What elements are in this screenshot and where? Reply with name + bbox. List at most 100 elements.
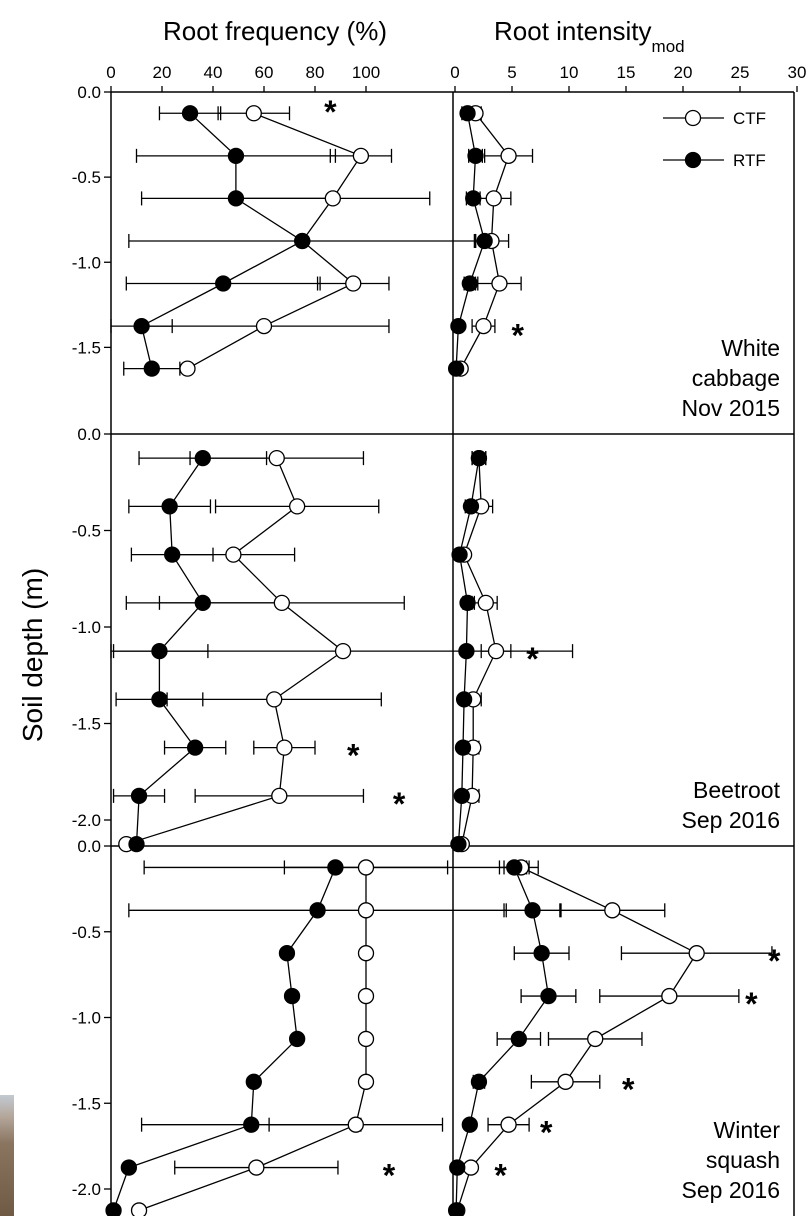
data-point-rtf (465, 190, 482, 207)
legend-marker (684, 109, 702, 127)
data-point-ctf (500, 147, 517, 164)
data-point-rtf (105, 1202, 122, 1216)
significance-star: * (526, 641, 539, 677)
y-tick-label: -1.0 (72, 618, 101, 637)
data-point-rtf (455, 691, 473, 708)
x-tick-label: 30 (788, 63, 807, 82)
significance-star: * (324, 94, 337, 130)
panel-label-line: Sep 2016 (682, 807, 780, 833)
y-tick-label: -2.0 (72, 811, 101, 830)
panel-label-line: squash (706, 1147, 780, 1173)
data-point-rtf (449, 1159, 466, 1176)
y-tick-label: -2.0 (72, 1180, 101, 1199)
panel-label-line: White (721, 335, 780, 361)
data-point-ctf (487, 642, 505, 660)
significance-star: * (540, 1115, 553, 1151)
panel-0 (104, 91, 477, 377)
data-point-ctf (352, 147, 370, 164)
data-point-ctf (273, 594, 291, 612)
x-tick-label: 20 (674, 63, 693, 82)
data-point-rtf (461, 275, 478, 292)
data-point-ctf (491, 275, 508, 292)
data-point-ctf (130, 1202, 148, 1216)
y-tick-label: -1.5 (72, 338, 101, 357)
data-point-ctf (347, 1116, 364, 1133)
data-point-rtf (133, 317, 150, 335)
data-point-rtf (540, 987, 557, 1005)
data-point-rtf (447, 1202, 465, 1216)
panel-label-line: Beetroot (693, 777, 781, 803)
column-title-root-intensity: Root intensitymod (494, 16, 685, 56)
data-point-ctf (179, 360, 196, 377)
data-point-rtf (327, 859, 344, 876)
data-point-rtf (470, 1073, 488, 1090)
y-tick-label: -1.5 (72, 1094, 101, 1113)
data-point-ctf (587, 1030, 604, 1048)
data-point-ctf (334, 642, 352, 660)
data-point-rtf (533, 945, 550, 962)
panel-2 (104, 433, 574, 853)
data-point-rtf (447, 360, 465, 377)
y-tick-label: -0.5 (72, 522, 101, 541)
data-point-rtf (227, 190, 245, 207)
data-point-rtf (506, 859, 523, 876)
x-tick-label: 5 (507, 63, 516, 82)
data-point-rtf (130, 787, 148, 805)
data-point-rtf (161, 498, 178, 515)
text-layer: Root frequency (%) Root intensitymod 0 20 40… (17, 16, 806, 1203)
y-tick-label: 0.0 (77, 83, 101, 102)
significance-star: * (494, 1157, 507, 1193)
data-point-rtf (245, 1073, 262, 1090)
photo-thumbnail (0, 1095, 14, 1216)
data-point-ctf (245, 105, 262, 122)
x-tick-label: 60 (255, 63, 274, 82)
data-point-ctf (475, 317, 492, 335)
y-tick-label: -0.5 (72, 923, 101, 942)
data-point-rtf (450, 317, 467, 335)
significance-star: * (768, 943, 781, 979)
data-point-rtf (120, 1159, 138, 1176)
significance-star: * (511, 318, 524, 354)
column-title-subscript: mod (652, 37, 685, 56)
data-point-rtf (309, 902, 326, 919)
y-tick-label: 0.0 (77, 425, 101, 444)
data-point-rtf (467, 147, 484, 164)
column-title-root-frequency: Root frequency (%) (163, 16, 387, 46)
data-point-ctf (462, 1159, 480, 1176)
panel-label-line: cabbage (692, 365, 780, 391)
legend-label: RTF (733, 151, 766, 170)
data-point-ctf (357, 859, 375, 876)
data-point-rtf (458, 642, 475, 660)
x-tick-label: 80 (306, 63, 325, 82)
panel-4 (104, 845, 528, 1216)
data-point-rtf (278, 945, 296, 962)
data-point-ctf (357, 902, 375, 919)
panel-label-line: Nov 2015 (682, 395, 780, 421)
data-point-rtf (215, 275, 232, 292)
data-point-rtf (461, 1116, 478, 1133)
significance-star: * (622, 1072, 635, 1108)
data-point-ctf (255, 317, 273, 335)
data-point-ctf (357, 1073, 375, 1090)
significance-star: * (383, 1157, 396, 1193)
data-point-ctf (604, 902, 621, 919)
data-point-rtf (524, 902, 541, 919)
data-point-ctf (477, 594, 494, 612)
panel-1 (447, 105, 534, 377)
data-point-rtf (454, 739, 472, 756)
data-point-rtf (459, 594, 476, 612)
legend-label: CTF (733, 109, 766, 128)
data-point-rtf (164, 546, 181, 563)
data-point-rtf (451, 546, 468, 563)
data-point-ctf (357, 1030, 375, 1048)
data-point-rtf (143, 360, 160, 377)
panel-5 (447, 859, 773, 1216)
panel-label-line: Sep 2016 (682, 1177, 780, 1203)
data-point-ctf (688, 945, 705, 962)
significance-star: * (745, 986, 758, 1022)
x-tick-label: 0 (450, 63, 459, 82)
y-tick-label: -1.5 (72, 715, 101, 734)
data-point-ctf (485, 190, 502, 207)
x-tick-label: 15 (617, 63, 636, 82)
